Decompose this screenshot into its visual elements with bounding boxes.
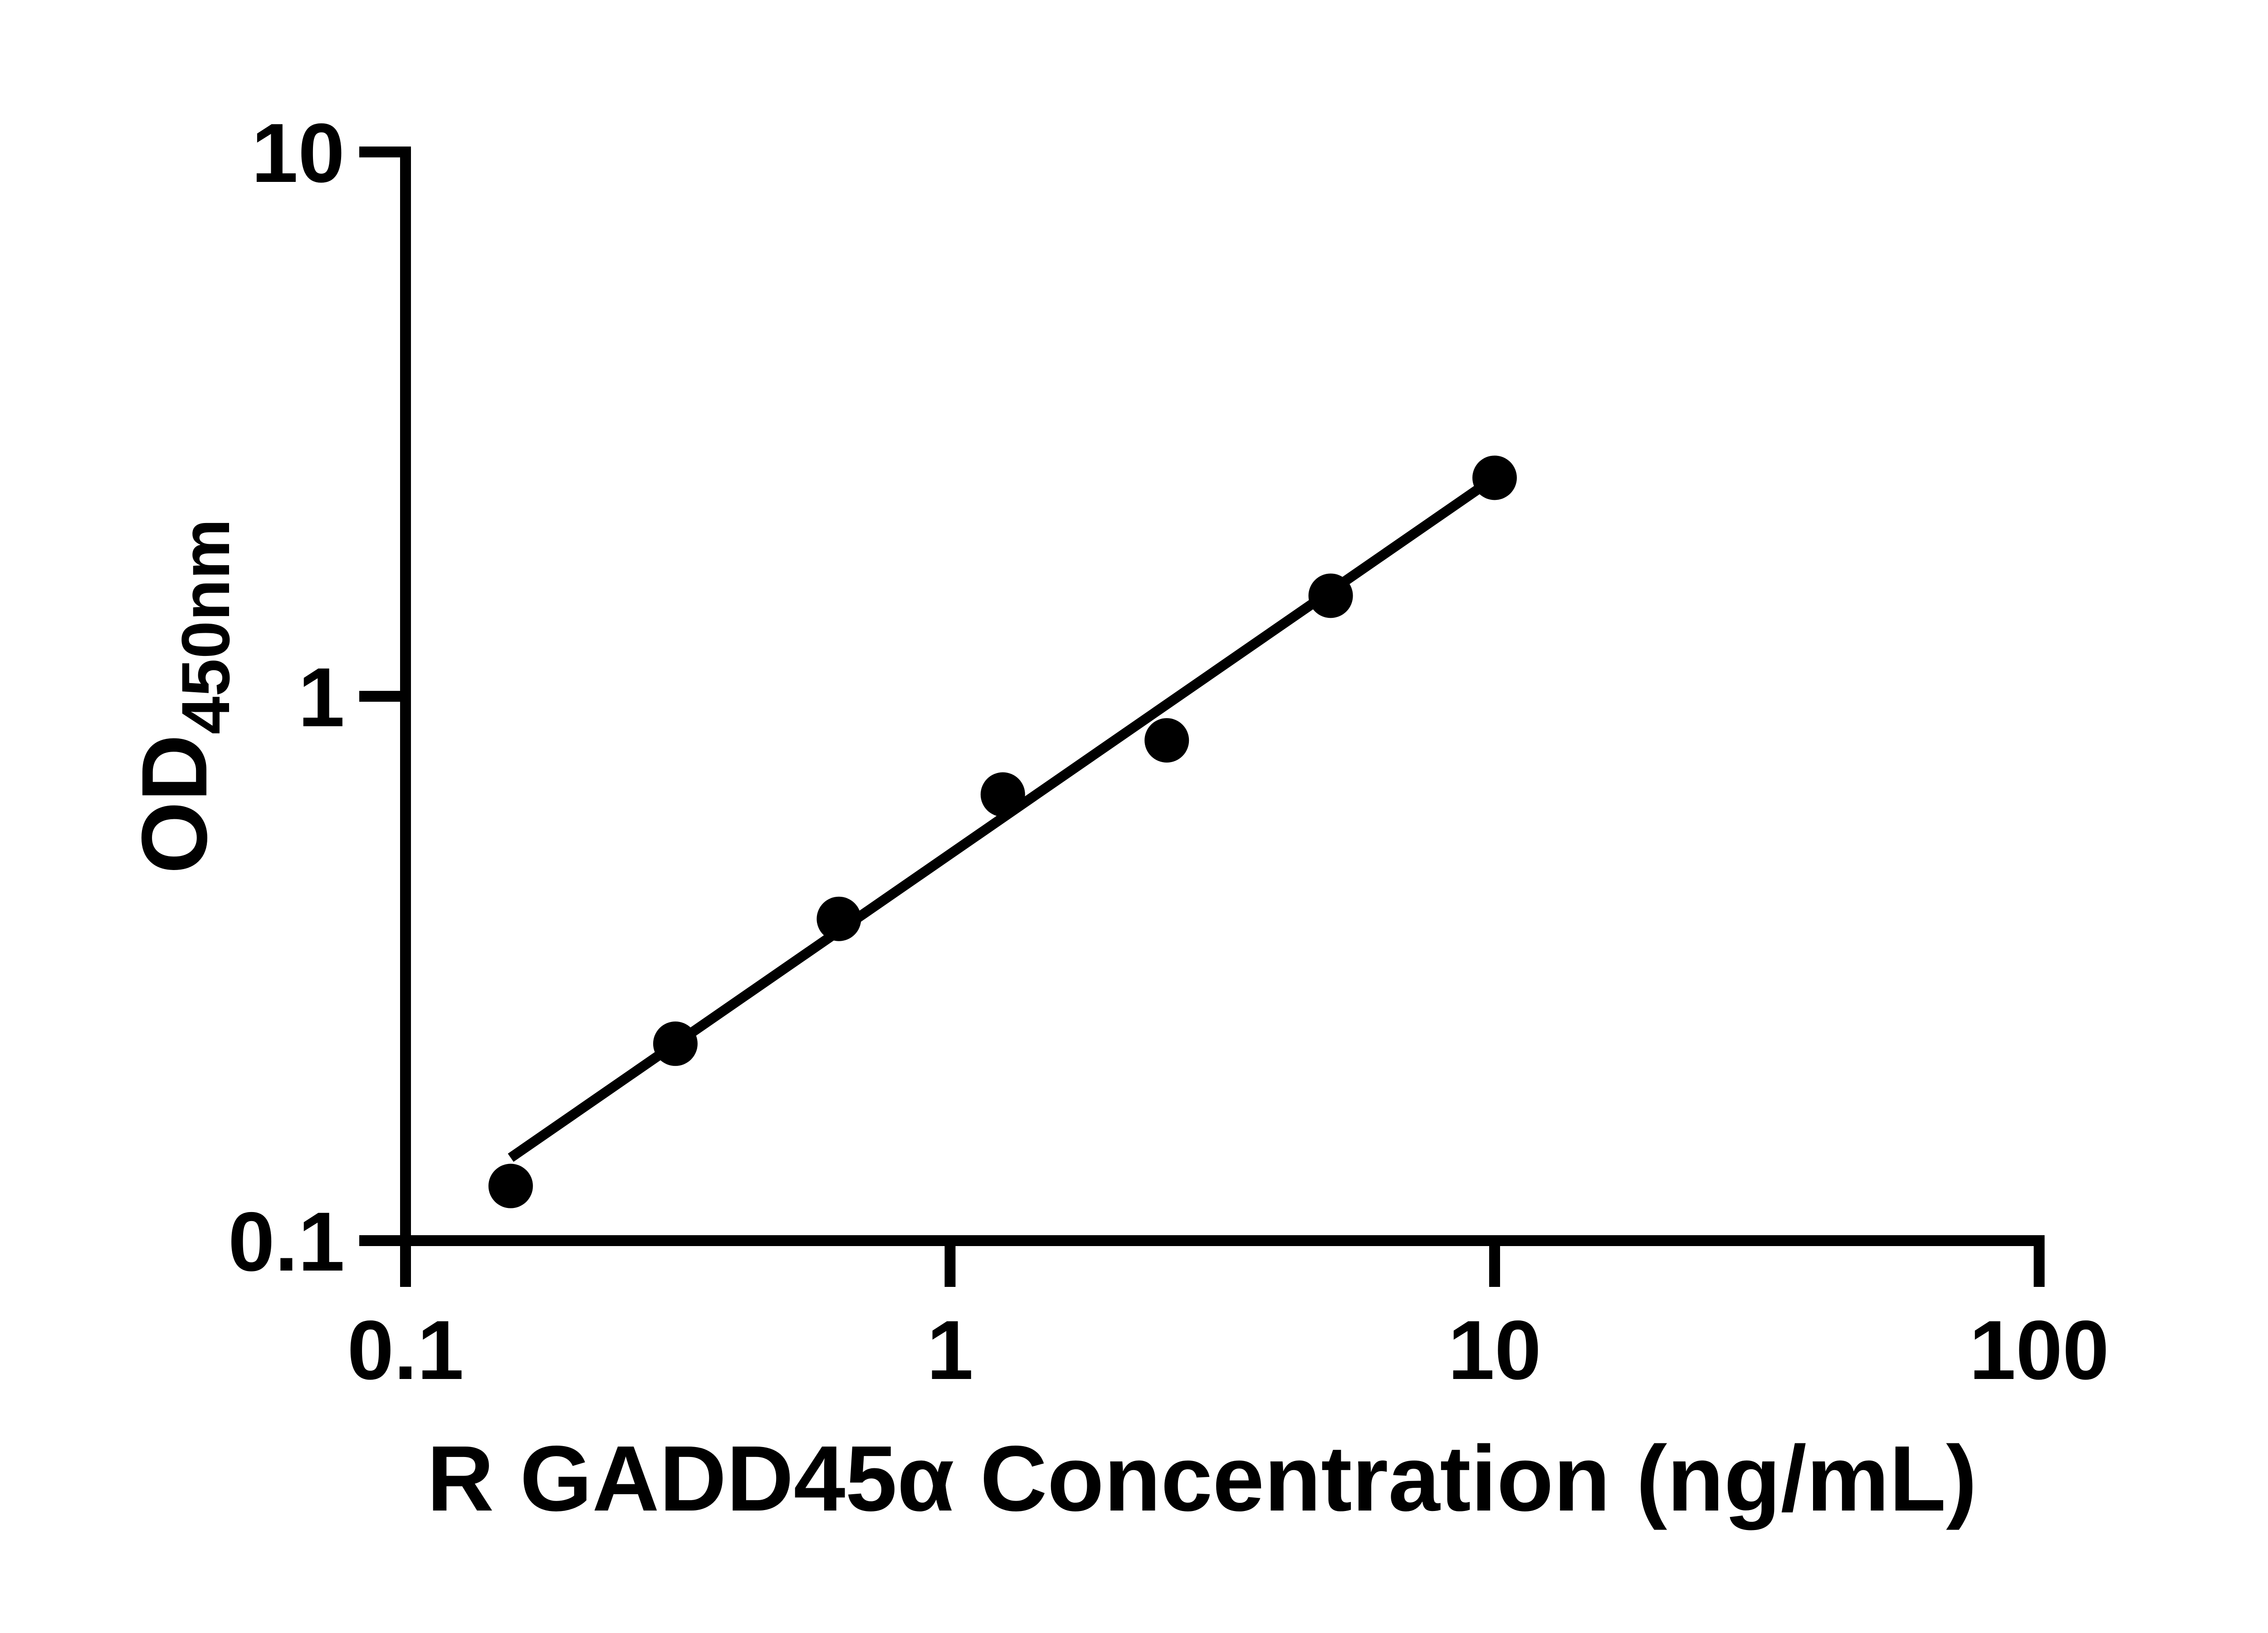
x-tick-label-1: 1 xyxy=(927,1304,973,1397)
data-point-3 xyxy=(816,896,861,941)
axes: 0.1 1 10 0.1 1 10 100 R GADD45α Concentration (… xyxy=(122,107,2109,1530)
x-tick-label-100: 100 xyxy=(1969,1304,2109,1397)
x-axis-title: R GADD45α Concentration (ng/mL) xyxy=(427,1427,1977,1530)
data-point-1 xyxy=(488,1164,533,1208)
y-axis-title: OD450nm xyxy=(122,519,244,874)
data-point-5 xyxy=(1144,718,1189,763)
data-point-7 xyxy=(1472,455,1517,500)
data-point-6 xyxy=(1308,573,1353,618)
y-tick-label-10: 10 xyxy=(251,107,345,200)
y-axis-title-main: OD xyxy=(122,734,226,874)
y-tick-label-1: 1 xyxy=(298,651,345,744)
data-point-2 xyxy=(653,1021,698,1066)
y-axis-title-subscript: 450nm xyxy=(167,519,244,734)
x-tick-label-10: 10 xyxy=(1448,1304,1541,1397)
y-tick-label-0.1: 0.1 xyxy=(228,1195,345,1289)
x-tick-label-0.1: 0.1 xyxy=(347,1304,464,1397)
data-points xyxy=(488,455,1517,1208)
data-point-4 xyxy=(980,772,1025,817)
